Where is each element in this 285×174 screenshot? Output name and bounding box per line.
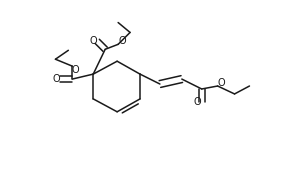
Text: O: O (89, 36, 97, 46)
Text: O: O (72, 65, 79, 75)
Text: O: O (53, 74, 60, 84)
Text: O: O (218, 78, 225, 88)
Text: O: O (118, 36, 126, 46)
Text: O: O (194, 97, 201, 107)
